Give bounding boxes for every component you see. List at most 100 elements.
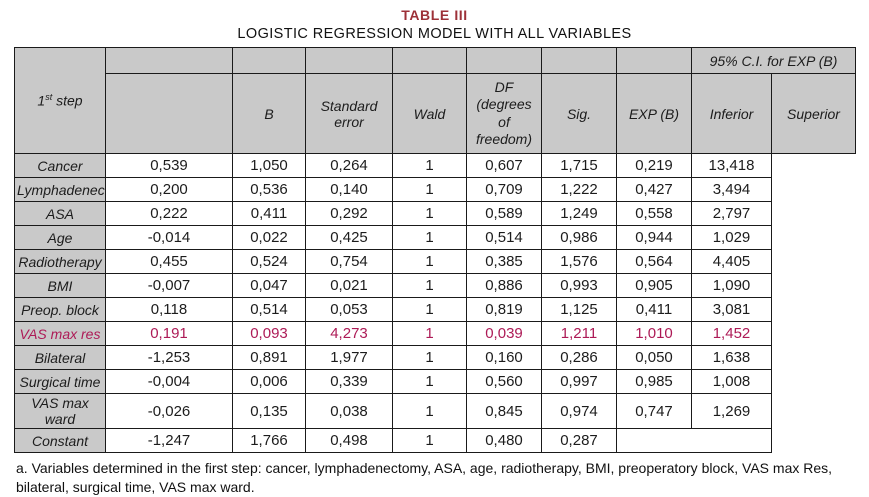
data-cell: 0,514 — [466, 225, 542, 250]
data-cell: 0,819 — [466, 297, 542, 322]
table-row: VAS max ward -0,026 0,135 0,038 1 0,845 0,974 0… — [14, 393, 856, 429]
table-row: Surgical time -0,004 0,006 0,339 1 0,560 0,997… — [14, 369, 856, 394]
data-cell: -1,247 — [105, 428, 233, 453]
data-cell: 1,249 — [541, 201, 617, 226]
data-cell: -1,253 — [105, 345, 233, 370]
data-cell: 0,093 — [232, 321, 306, 346]
data-cell: 1 — [392, 428, 467, 453]
blank-header-cell — [105, 73, 233, 154]
data-cell: 1,269 — [691, 393, 772, 429]
row-label: Preop. block — [14, 297, 106, 322]
row-label: VAS max res — [14, 321, 106, 346]
footnote: a. Variables determined in the first ste… — [16, 460, 833, 495]
regression-table: 1st step 95% C.I. for EXP (B) B Standard… — [14, 47, 857, 453]
data-cell: 0,589 — [466, 201, 542, 226]
data-cell: 2,797 — [691, 201, 772, 226]
row-label: Bilateral — [14, 345, 106, 370]
col-header-exp-b: EXP (B) — [616, 73, 692, 154]
table-row: Age -0,014 0,022 0,425 1 0,514 0,986 0,944 1,029 — [14, 225, 856, 250]
data-cell: 0,905 — [616, 273, 692, 298]
table-subtitle: LOGISTIC REGRESSION MODEL WITH ALL VARIA… — [237, 26, 632, 42]
data-cell: 1,211 — [541, 321, 617, 346]
data-cell: 0,845 — [466, 393, 542, 429]
data-cell: 1 — [392, 321, 467, 346]
data-cell: 1,010 — [616, 321, 692, 346]
data-cell: 0,411 — [232, 201, 306, 226]
data-cell: 0,993 — [541, 273, 617, 298]
data-cell: 0,997 — [541, 369, 617, 394]
data-cell: 1,576 — [541, 249, 617, 274]
data-cell: 0,191 — [105, 321, 233, 346]
data-cell: 4,273 — [305, 321, 393, 346]
data-cell: 0,427 — [616, 177, 692, 202]
data-cell: 0,264 — [305, 153, 393, 178]
data-cell: 0,425 — [305, 225, 393, 250]
blank-header-cell — [541, 47, 617, 74]
data-cell: 0,558 — [616, 201, 692, 226]
data-cell: -0,004 — [105, 369, 233, 394]
data-cell: 0,135 — [232, 393, 306, 429]
col-header-wald: Wald — [392, 73, 467, 154]
data-cell: 1,452 — [691, 321, 772, 346]
data-cell: 1 — [392, 393, 467, 429]
data-cell: 1 — [392, 201, 467, 226]
data-cell: -0,014 — [105, 225, 233, 250]
data-cell: 0,287 — [541, 428, 617, 453]
ci-span-header: 95% C.I. for EXP (B) — [690, 47, 857, 74]
data-cell: 0,339 — [305, 369, 393, 394]
row-label: Radiotherapy — [14, 249, 106, 274]
data-cell: 4,405 — [691, 249, 772, 274]
col-header-standard-error: Standard error — [305, 73, 393, 154]
data-cell: 0,292 — [305, 201, 393, 226]
data-cell: 1,008 — [691, 369, 772, 394]
table-row: Preop. block 0,118 0,514 0,053 1 0,819 1,125 0,… — [14, 297, 856, 322]
data-cell: 0,385 — [466, 249, 542, 274]
step-cell: 1st step — [14, 47, 106, 154]
data-cell: 1,090 — [691, 273, 772, 298]
blank-header-cell — [105, 47, 233, 74]
table-row: ASA 0,222 0,411 0,292 1 0,589 1,249 0,558 2,797 — [14, 201, 856, 226]
data-cell: 1,050 — [232, 153, 306, 178]
data-cell: 0,985 — [616, 369, 692, 394]
data-cell: 0,200 — [105, 177, 233, 202]
data-cell: 1 — [392, 369, 467, 394]
blank-header-cell — [392, 47, 467, 74]
data-cell: 1,638 — [691, 345, 772, 370]
data-cell: 0,891 — [232, 345, 306, 370]
row-label: Constant — [14, 428, 106, 453]
data-cell: 0,536 — [232, 177, 306, 202]
data-cell: 3,494 — [691, 177, 772, 202]
data-cell: 0,022 — [232, 225, 306, 250]
blank-header-cell — [232, 47, 306, 74]
data-cell: 0,038 — [305, 393, 393, 429]
data-cell: 0,524 — [232, 249, 306, 274]
data-cell: 1,977 — [305, 345, 393, 370]
blank-header-cell — [305, 47, 393, 74]
data-cell: 1 — [392, 177, 467, 202]
blank-header-cell — [466, 47, 542, 74]
table-row: Lymphadenectomy0,2000,5360,14010,7091,22… — [14, 177, 856, 202]
data-cell: 0,021 — [305, 273, 393, 298]
data-cell: 0,047 — [232, 273, 306, 298]
col-header-b: B — [232, 73, 306, 154]
data-cell: 1,222 — [541, 177, 617, 202]
table-row: Bilateral -1,253 0,891 1,977 1 0,160 0,286 0,05… — [14, 345, 856, 370]
data-cell: 0,286 — [541, 345, 617, 370]
data-cell: 0,006 — [232, 369, 306, 394]
data-cell: 0,455 — [105, 249, 233, 274]
data-cell: 3,081 — [691, 297, 772, 322]
data-cell: 0,564 — [616, 249, 692, 274]
data-cell: 0,039 — [466, 321, 542, 346]
data-cell: 1 — [392, 225, 467, 250]
data-cell: 1,715 — [541, 153, 617, 178]
data-cell: 0,539 — [105, 153, 233, 178]
empty-cell — [616, 428, 772, 453]
data-cell: 0,514 — [232, 297, 306, 322]
data-cell: 0,986 — [541, 225, 617, 250]
data-cell: 13,418 — [691, 153, 772, 178]
row-label: ASA — [14, 201, 106, 226]
data-cell: 1 — [392, 273, 467, 298]
data-cell: 0,498 — [305, 428, 393, 453]
data-cell: -0,007 — [105, 273, 233, 298]
column-header-row: B Standard error Wald DF (degrees of fre… — [15, 73, 857, 154]
